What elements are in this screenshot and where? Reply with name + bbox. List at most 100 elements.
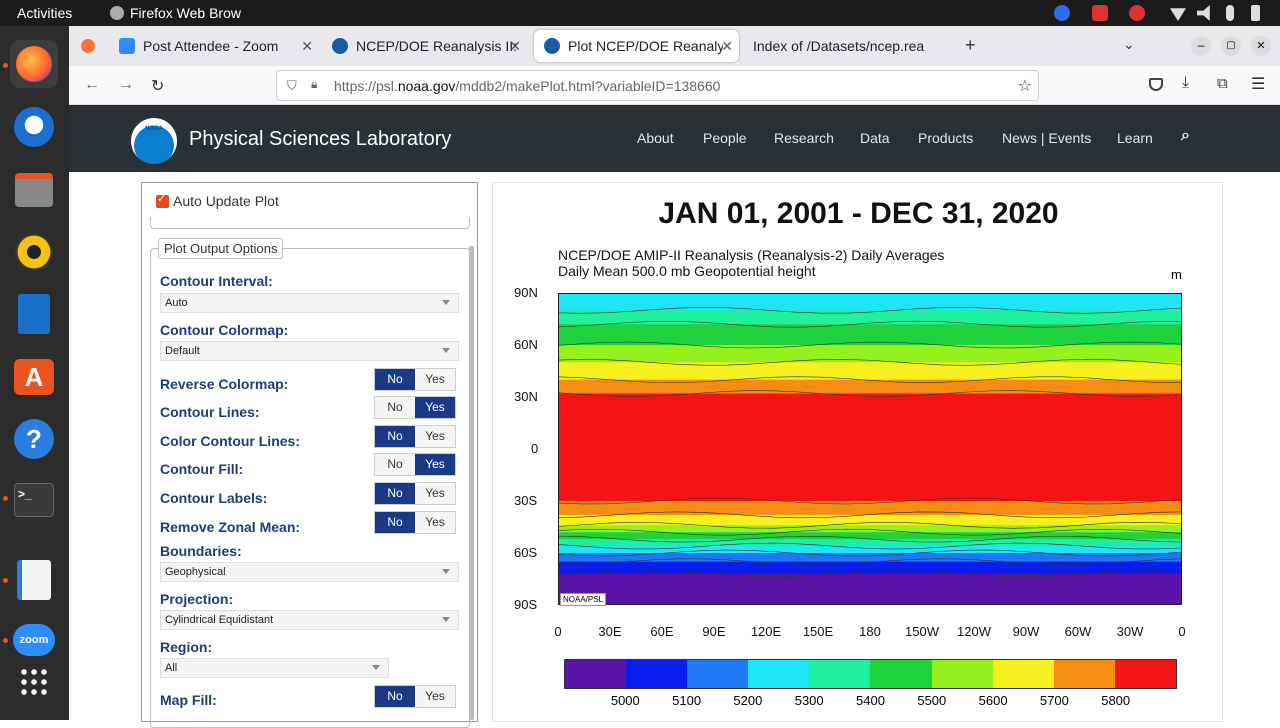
extensions-icon[interactable]: ⧉ <box>1217 75 1228 92</box>
toggle-no[interactable]: No <box>375 369 415 390</box>
firefox-dock-item[interactable] <box>10 40 58 88</box>
x-tick-label: 0 <box>1178 624 1186 639</box>
back-icon[interactable]: ← <box>84 76 100 93</box>
remove-zonal-mean-toggle[interactable]: No Yes <box>374 511 456 534</box>
files-dock-item[interactable] <box>10 166 58 214</box>
thunderbird-dock-item[interactable] <box>10 103 58 151</box>
colorbar-swatch <box>626 660 688 688</box>
auto-update-checkbox[interactable]: Auto Update Plot <box>156 192 279 209</box>
toggle-no[interactable]: No <box>375 426 415 447</box>
toggle-yes[interactable]: Yes <box>415 512 455 533</box>
color-contour-lines-toggle[interactable]: No Yes <box>374 425 456 448</box>
activities-button[interactable]: Activities <box>17 5 73 21</box>
tab-reanalysis[interactable]: NCEP/DOE Reanalysis II: | ✕ <box>322 30 527 62</box>
contour-line <box>558 320 1182 328</box>
nav-learn[interactable]: Learn <box>1117 130 1153 146</box>
new-tab-button[interactable]: + <box>965 35 976 55</box>
nav-news-events[interactable]: News | Events <box>1002 130 1092 146</box>
toggle-no[interactable]: No <box>375 454 415 475</box>
zoom-dock-item[interactable]: zoom <box>10 616 58 664</box>
panel-scrollbar[interactable] <box>469 246 474 720</box>
toggle-yes[interactable]: Yes <box>415 686 455 707</box>
boundaries-select[interactable]: Geophysical <box>160 562 459 582</box>
contour-labels-toggle[interactable]: No Yes <box>374 482 456 505</box>
nav-people[interactable]: People <box>703 130 747 146</box>
contour-line <box>558 558 1182 565</box>
url-bar[interactable]: ⛉ 🔒︎ https://psl.noaa.gov/mddb2/makePlot… <box>276 70 1039 101</box>
contour-line <box>558 511 1182 519</box>
forward-icon[interactable]: → <box>118 76 134 93</box>
nav-research[interactable]: Research <box>774 130 834 146</box>
maximize-button[interactable]: ▢ <box>1221 36 1241 56</box>
close-icon[interactable]: ✕ <box>721 38 733 54</box>
contour-lines-toggle[interactable]: No Yes <box>374 396 456 419</box>
contour-fill-toggle[interactable]: No Yes <box>374 453 456 476</box>
firefox-view-icon[interactable] <box>81 39 95 53</box>
speaker-icon <box>15 233 53 271</box>
software-dock-item[interactable]: A <box>10 353 58 401</box>
battery-icon[interactable] <box>1251 5 1260 21</box>
map-frame <box>558 293 1182 605</box>
contour-colormap-select[interactable]: Default <box>160 341 459 361</box>
projection-select[interactable]: Cylindrical Equidistant <box>160 610 459 630</box>
contour-interval-select[interactable]: Auto <box>160 293 459 313</box>
site-title[interactable]: Physical Sciences Laboratory <box>189 128 452 150</box>
do-not-disturb-icon[interactable] <box>1129 5 1145 21</box>
toggle-yes[interactable]: Yes <box>415 397 455 418</box>
map-fill-toggle[interactable]: No Yes <box>374 685 456 708</box>
x-tick-label: 150W <box>905 624 939 639</box>
lock-icon[interactable]: 🔒︎ <box>311 77 318 91</box>
tab-index[interactable]: Index of /Datasets/ncep.rea <box>743 30 943 62</box>
nav-products[interactable]: Products <box>918 130 974 146</box>
terminal-dock-item[interactable]: >_ <box>10 476 58 524</box>
screen-record-icon[interactable] <box>1092 5 1108 21</box>
download-icon[interactable]: ⤓ <box>1182 74 1190 91</box>
toggle-no[interactable]: No <box>375 512 415 533</box>
y-tick-label: 30S <box>514 493 538 508</box>
colorbar-tick-label: 5700 <box>1039 693 1069 708</box>
x-tick-label: 30W <box>1116 624 1144 639</box>
toggle-yes[interactable]: Yes <box>415 454 455 475</box>
toggle-yes[interactable]: Yes <box>415 426 455 447</box>
minimize-button[interactable]: – <box>1191 36 1211 56</box>
tab-plot[interactable]: Plot NCEP/DOE Reanalys ✕ <box>534 30 739 62</box>
close-icon[interactable]: ✕ <box>509 38 521 54</box>
nav-data[interactable]: Data <box>860 130 890 146</box>
reverse-colormap-toggle[interactable]: No Yes <box>374 368 456 391</box>
colorbar-tick-label: 5500 <box>917 693 947 708</box>
vpn-icon[interactable] <box>1054 5 1070 21</box>
help-dock-item[interactable]: ? <box>10 415 58 463</box>
pocket-icon[interactable] <box>1149 78 1163 91</box>
close-window-button[interactable]: ✕ <box>1251 36 1271 56</box>
shield-icon[interactable]: ⛉ <box>287 78 297 93</box>
app-menu[interactable]: Firefox Web Brow <box>110 5 241 21</box>
microphone-icon[interactable] <box>1226 5 1234 21</box>
wifi-icon[interactable] <box>1170 8 1186 21</box>
bookmark-star-icon[interactable]: ☆ <box>1017 78 1032 95</box>
toggle-no[interactable]: No <box>375 483 415 504</box>
firefox-icon <box>110 6 124 20</box>
rhythmbox-dock-item[interactable] <box>10 228 58 276</box>
search-icon[interactable]: ⌕ <box>1181 127 1190 144</box>
list-tabs-icon[interactable]: ⌄ <box>1123 36 1135 52</box>
toggle-no[interactable]: No <box>375 686 415 707</box>
close-icon[interactable]: ✕ <box>301 38 313 54</box>
show-apps-button[interactable] <box>10 658 58 706</box>
toggle-yes[interactable]: Yes <box>415 483 455 504</box>
volume-icon[interactable] <box>1197 5 1210 21</box>
contour-fill-label: Contour Fill: <box>160 461 244 477</box>
checkbox-checked-icon[interactable] <box>156 192 169 208</box>
toggle-yes[interactable]: Yes <box>415 369 455 390</box>
contour-line <box>558 570 1182 578</box>
menu-icon[interactable]: ☰ <box>1251 76 1266 93</box>
chevron-down-icon <box>372 665 380 670</box>
reload-icon[interactable]: ↻ <box>151 78 165 95</box>
terminal-icon: >_ <box>14 483 54 517</box>
writer-dock-item[interactable] <box>10 290 58 338</box>
text-editor-dock-item[interactable] <box>10 556 58 604</box>
tab-zoom[interactable]: Post Attendee - Zoom ✕ <box>109 30 319 62</box>
region-select[interactable]: All <box>160 658 389 678</box>
nav-about[interactable]: About <box>637 130 674 146</box>
noaa-logo[interactable]: NOAA <box>131 118 177 164</box>
toggle-no[interactable]: No <box>375 397 415 418</box>
